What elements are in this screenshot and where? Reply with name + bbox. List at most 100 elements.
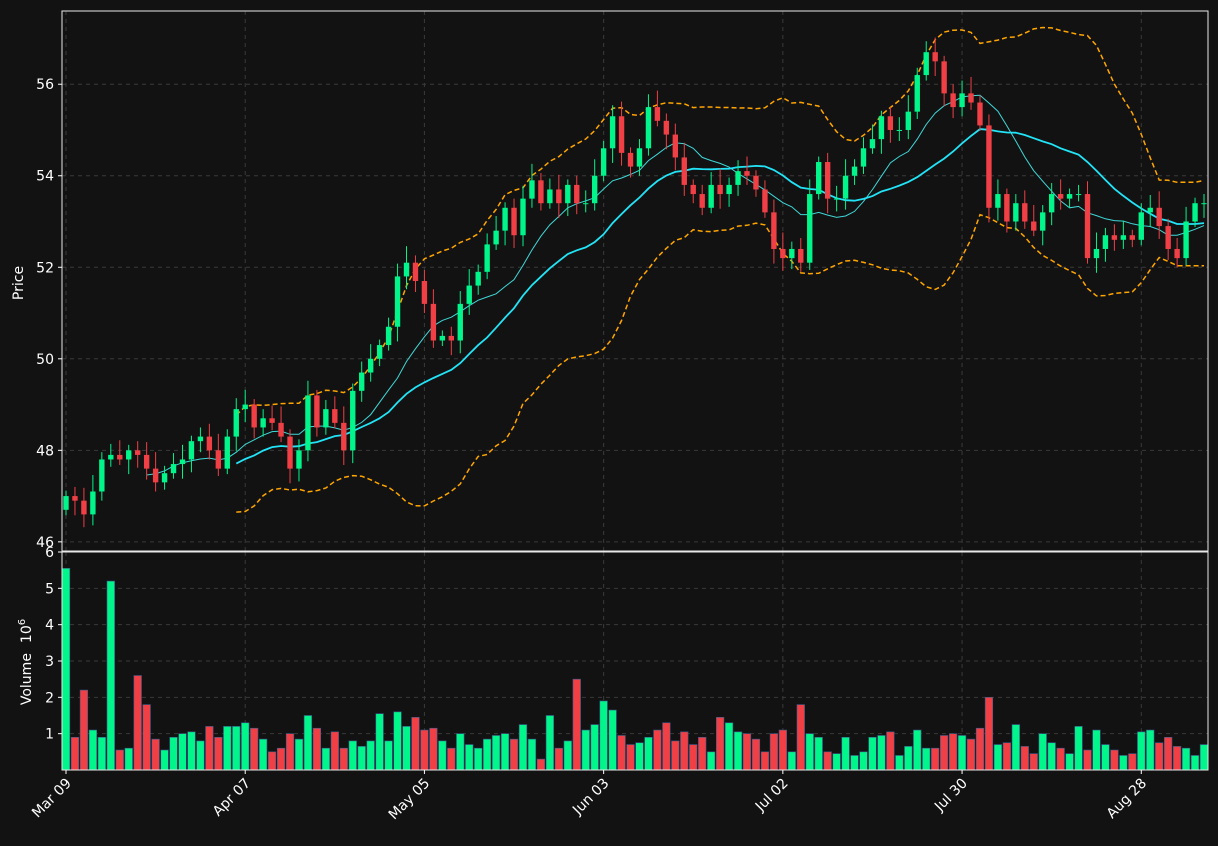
volume-bar [805, 733, 814, 771]
candle-body [547, 189, 553, 204]
candle-body [1192, 203, 1198, 222]
candle-body [735, 171, 741, 185]
volume-bar [742, 733, 752, 771]
candle-body [583, 203, 589, 205]
volume-bar [751, 738, 761, 771]
volume-bar [223, 726, 232, 771]
candle-body [493, 230, 499, 245]
volume-bar [420, 729, 429, 771]
candle-body [636, 148, 643, 167]
candle-body [161, 473, 168, 483]
volume-bar [966, 738, 976, 771]
volume-bar [465, 744, 474, 771]
volume-bar [205, 726, 214, 771]
candle-body [717, 184, 723, 195]
volume-bar [259, 738, 268, 771]
volume-bar [572, 678, 581, 771]
volume-bar [196, 740, 205, 771]
candle-body [699, 194, 705, 208]
candle-body [600, 148, 607, 176]
volume-bars [61, 568, 1209, 771]
volume-bar [1110, 749, 1119, 771]
candle-body [466, 285, 472, 304]
volume-tick-label: 1 [45, 727, 54, 743]
volume-bar [904, 746, 913, 771]
volume-bar [509, 738, 519, 771]
volume-bar [321, 747, 330, 771]
candle-body [1031, 221, 1037, 231]
volume-bar [886, 731, 895, 771]
price-axis-label: Price [11, 266, 27, 300]
volume-bar [456, 733, 465, 771]
candle-body [448, 335, 454, 341]
volume-bar [563, 740, 572, 771]
volume-bar [492, 735, 501, 771]
volume-bar [940, 735, 949, 771]
candle-body [681, 157, 687, 185]
candle-body [1084, 194, 1091, 259]
volume-bar [1190, 755, 1200, 771]
volume-bar [680, 731, 689, 771]
volume-bar [787, 751, 796, 771]
volume-bar [948, 733, 958, 771]
volume-bar [877, 735, 886, 771]
volume-axis-label: Volume 106 [17, 619, 35, 705]
candle-body [475, 271, 481, 286]
price-tick-label: 46 [36, 535, 54, 551]
candle-body [1147, 207, 1153, 213]
candle-body [376, 345, 383, 359]
volume-bar [474, 747, 483, 771]
volume-bar [841, 736, 850, 771]
volume-bar [330, 731, 339, 771]
volume-bar [411, 717, 420, 771]
volume-bar [214, 736, 223, 771]
candle-body [762, 189, 768, 213]
volume-bar [957, 735, 967, 771]
volume-bar [267, 751, 277, 771]
candle-body [816, 162, 822, 195]
volume-bar [429, 727, 438, 771]
volume-bar [1020, 746, 1029, 771]
candle-body [753, 175, 759, 190]
volume-bar [608, 709, 617, 771]
candle-body [833, 198, 840, 200]
candle-body [430, 303, 437, 341]
volume-bar [1101, 744, 1110, 771]
candle-body [914, 75, 920, 112]
candle-body [1156, 207, 1162, 227]
volume-tick-label: 6 [45, 545, 54, 561]
candle-body [63, 496, 69, 510]
candle-body [923, 52, 929, 76]
candle-body [233, 409, 239, 437]
volume-bar [644, 736, 653, 771]
candle-body [941, 61, 947, 94]
candle-body [403, 262, 410, 277]
volume-bar [312, 727, 322, 771]
candle-body [1013, 203, 1019, 222]
price-tick-label: 48 [36, 443, 54, 459]
volume-bar [357, 746, 366, 771]
candle-body [654, 107, 661, 121]
candle-body [878, 116, 885, 140]
volume-bar [1056, 747, 1065, 771]
volume-bar [599, 700, 608, 771]
volume-bar [169, 736, 178, 771]
candle-body [663, 120, 670, 135]
volume-bar [823, 751, 832, 771]
volume-bar [698, 736, 707, 771]
volume-tick-label: 2 [45, 690, 54, 706]
volume-bar [626, 744, 635, 771]
candle-body [323, 409, 329, 428]
volume-bar [1155, 742, 1164, 771]
volume-bar [61, 568, 71, 771]
candle-body [287, 436, 293, 469]
price-tick-label: 52 [36, 260, 54, 276]
candle-body [977, 102, 983, 126]
volume-bar [707, 751, 716, 771]
volume-bar [554, 747, 563, 771]
bollinger-lower-band [236, 213, 1205, 513]
volume-bar [859, 751, 868, 771]
volume-bar [151, 738, 160, 771]
volume-axis-label-text: Volume [19, 653, 35, 705]
